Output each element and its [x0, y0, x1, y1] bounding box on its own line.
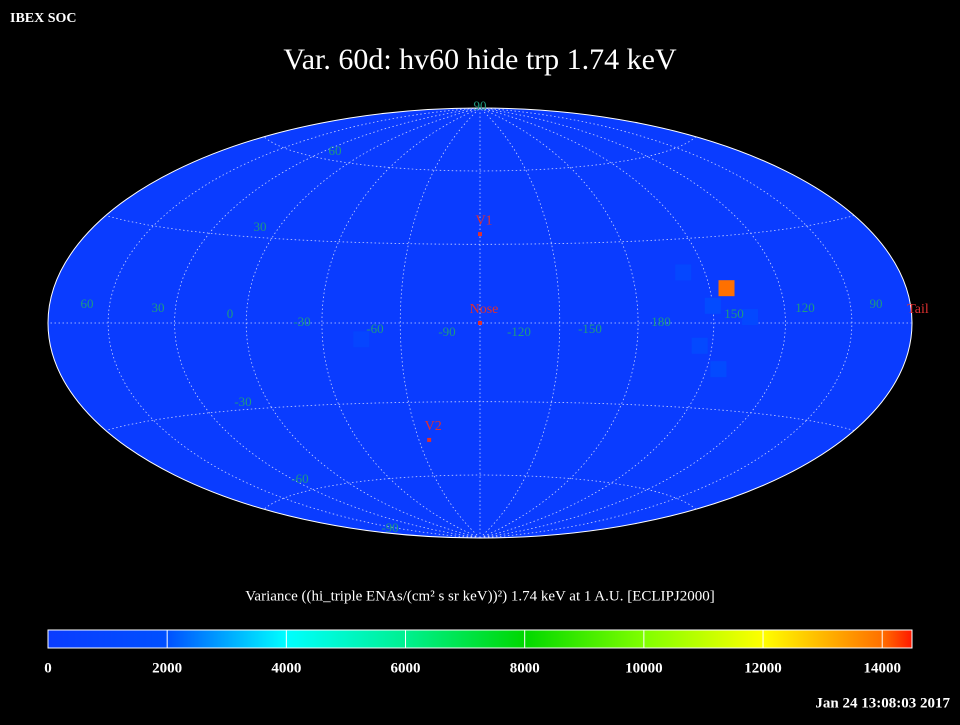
colorbar-tick-label: 14000: [863, 660, 901, 676]
sky-cell: [710, 361, 727, 378]
lon-label: 0: [227, 306, 234, 321]
lon-label: -150: [578, 321, 602, 336]
marker-label: V2: [425, 419, 442, 434]
sky-cell: [675, 264, 692, 281]
meridian: [107, 108, 481, 538]
colorbar-label: Variance ((hi_triple ENAs/(cm² s sr keV)…: [245, 588, 714, 604]
graticule: [48, 108, 912, 538]
meridian: [321, 108, 481, 538]
meridian: [479, 108, 639, 538]
lon-label: 180: [651, 314, 671, 329]
lat-label: -90: [381, 520, 398, 535]
marker-dot: [478, 321, 482, 325]
tail-label: Tail: [907, 302, 929, 317]
parallel: [263, 474, 697, 510]
marker-dot: [478, 232, 482, 237]
cells: [353, 264, 759, 378]
lon-label: -90: [438, 324, 455, 339]
colorbar-tick-label: 2000: [152, 660, 182, 676]
timestamp: Jan 24 13:08:03 2017: [815, 695, 950, 711]
lat-label: -30: [234, 394, 251, 409]
marker-dot: [427, 437, 432, 442]
map-labels: 90 60 30 -30 -60 -90 60 30 0 -30 -60 -90 -120 -150 180…: [81, 98, 929, 535]
parallel: [263, 136, 697, 172]
lat-label: -60: [291, 471, 308, 486]
colorbar-tick-label: 6000: [391, 660, 421, 676]
lon-label: 120: [795, 300, 815, 315]
colorbar-tick-label: 0: [44, 660, 52, 676]
title: Var. 60d: hv60 hide trp 1.74 keV: [283, 43, 677, 76]
lon-label: 60: [81, 296, 94, 311]
lon-label: -60: [366, 321, 383, 336]
marker-label: V1: [475, 213, 492, 228]
marker-label: Nose: [470, 302, 499, 317]
sky-cell: [691, 337, 708, 354]
sky-cell: [704, 297, 721, 314]
lon-label: 150: [724, 306, 744, 321]
meridian: [245, 108, 481, 538]
colorbar-tick-label: 4000: [271, 660, 301, 676]
parallel: [105, 215, 855, 245]
sky-cell: [742, 309, 759, 326]
lat-label: 60: [329, 143, 342, 158]
lon-label: 30: [152, 300, 165, 315]
colorbar-tick-label: 12000: [744, 660, 782, 676]
sky-cell: [718, 280, 735, 297]
source-label: IBEX SOC: [10, 11, 77, 26]
meridian: [479, 108, 715, 538]
lon-label: 90: [870, 296, 883, 311]
sky-cell: [353, 331, 370, 348]
colorbar-tick-label: 10000: [625, 660, 663, 676]
lat-label: 30: [254, 219, 267, 234]
colorbar: 0 2000 4000 6000 8000 10000 12000 14000: [44, 629, 913, 676]
parallel: [105, 401, 855, 431]
lon-label: -120: [507, 324, 531, 339]
lat-label: 90: [474, 98, 487, 113]
colorbar-scale: [47, 629, 913, 649]
lon-label: -30: [293, 314, 310, 329]
colorbar-tick-label: 8000: [510, 660, 540, 676]
